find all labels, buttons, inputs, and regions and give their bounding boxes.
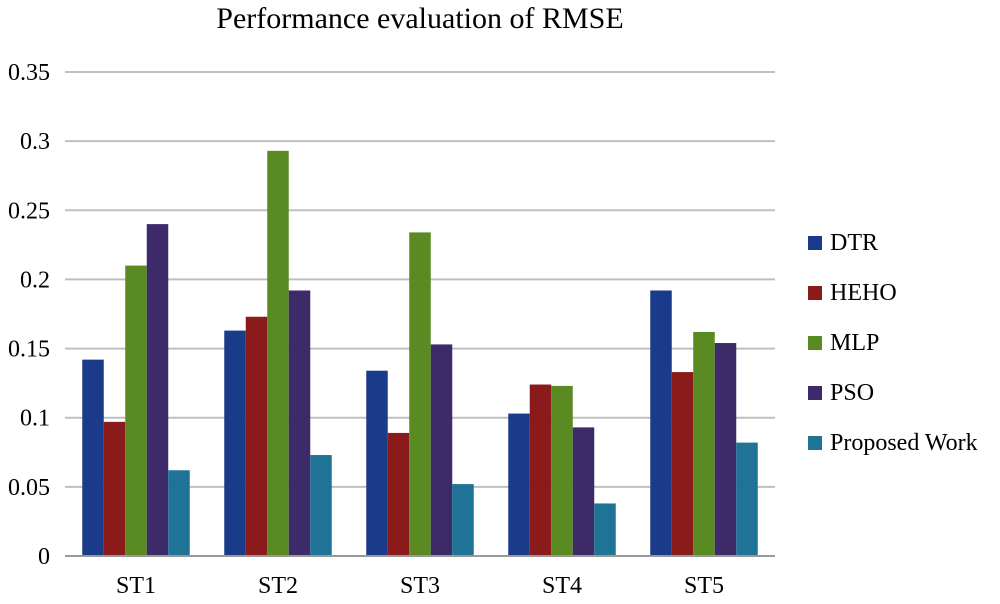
y-tick-label: 0.1 (20, 406, 50, 432)
y-tick-label: 0.2 (20, 267, 50, 293)
bars (82, 150, 758, 556)
legend-swatch (808, 336, 822, 350)
legend-swatch (808, 386, 822, 400)
bar-st2-proposed-work (310, 455, 332, 556)
legend-label: DTR (830, 229, 878, 256)
bar-st2-heho (245, 316, 268, 556)
bar-st4-dtr (508, 413, 530, 556)
bar-st5-heho (671, 372, 694, 556)
y-axis-ticks: 0 0.05 0.1 0.15 0.2 0.25 0.3 0.35 (8, 60, 50, 570)
y-tick-label: 0.05 (8, 475, 50, 501)
bar-st4-proposed-work (594, 503, 616, 556)
x-tick-label: ST2 (258, 573, 298, 599)
bar-st1-mlp (125, 265, 147, 556)
bar-st3-proposed-work (452, 484, 474, 556)
bar-st4-heho (529, 384, 552, 556)
legend-item: Proposed Work (808, 418, 978, 468)
bar-st3-mlp (409, 232, 431, 556)
bar-st4-pso (572, 427, 595, 556)
legend-label: Proposed Work (830, 429, 978, 456)
legend-item: MLP (808, 318, 978, 368)
legend-label: HEHO (830, 279, 897, 306)
x-tick-label: ST4 (542, 573, 582, 599)
y-tick-label: 0.25 (8, 198, 50, 224)
legend-label: PSO (830, 379, 875, 406)
legend-label: MLP (830, 329, 880, 356)
bar-st1-pso (146, 224, 169, 556)
legend-swatch (808, 236, 822, 250)
bar-st5-mlp (693, 331, 715, 556)
bar-st3-heho (387, 432, 410, 556)
y-tick-label: 0.3 (20, 129, 50, 155)
x-tick-label: ST1 (116, 573, 156, 599)
legend-item: DTR (808, 218, 978, 268)
y-tick-label: 0 (38, 544, 50, 570)
bar-st2-mlp (267, 150, 289, 556)
bar-st1-proposed-work (168, 470, 190, 556)
bar-st1-dtr (82, 359, 104, 556)
y-tick-label: 0.15 (8, 337, 50, 363)
x-axis-ticks: ST1 ST2 ST3 ST4 ST5 (116, 573, 724, 599)
legend-swatch (808, 286, 822, 300)
legend: DTR HEHO MLP PSO Proposed Work (808, 218, 978, 468)
bar-st1-heho (103, 421, 126, 556)
chart-title: Performance evaluation of RMSE (216, 2, 624, 35)
legend-item: HEHO (808, 268, 978, 318)
legend-item: PSO (808, 368, 978, 418)
bar-st5-dtr (650, 290, 672, 556)
bar-st3-dtr (366, 370, 388, 556)
bar-st3-pso (430, 344, 453, 556)
legend-swatch (808, 436, 822, 450)
x-tick-label: ST3 (400, 573, 440, 599)
bar-st5-pso (714, 343, 737, 556)
bar-st4-mlp (551, 385, 573, 556)
y-tick-label: 0.35 (8, 60, 50, 86)
bar-st2-dtr (224, 330, 246, 556)
bar-st2-pso (288, 290, 311, 556)
bar-st5-proposed-work (736, 442, 758, 556)
x-tick-label: ST5 (684, 573, 724, 599)
